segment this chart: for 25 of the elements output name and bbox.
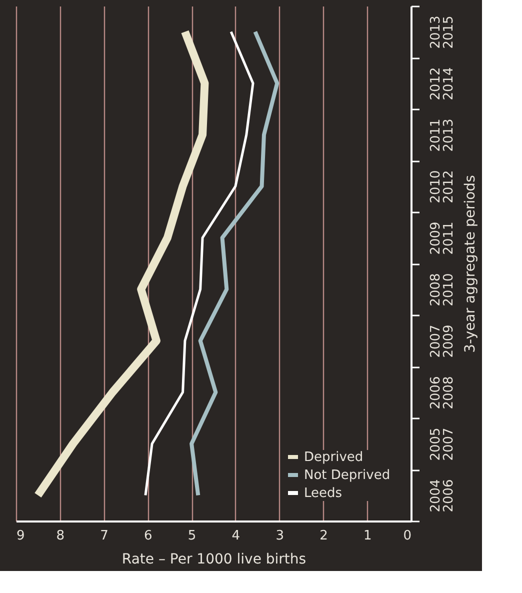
y-tick-label: 2008 2010	[428, 273, 456, 306]
y-tick-label: 2011 2013	[428, 118, 456, 152]
x-tick-label: 7	[100, 528, 108, 544]
x-tick-label: 5	[188, 528, 196, 544]
y-tick-label: 2010 2012	[428, 170, 456, 204]
x-axis-title: Rate – Per 1000 live births	[122, 552, 306, 568]
y-tick-label: 2005 2007	[428, 428, 456, 461]
legend-label: Leeds	[304, 486, 342, 501]
legend-label: Not Deprived	[304, 468, 390, 483]
x-tick-label: 3	[276, 528, 284, 544]
x-tick-label: 4	[232, 528, 240, 544]
y-tick-label: 2012 2014	[428, 67, 456, 100]
y-tick-label: 2009 2011	[428, 222, 456, 255]
x-tick-label: 6	[144, 528, 152, 544]
legend-label: Deprived	[304, 450, 364, 465]
x-tick-label: 9	[16, 528, 25, 544]
y-axis-title: 3-year aggregate periods	[462, 175, 478, 353]
y-tick-label: 2004 2006	[428, 479, 456, 512]
x-tick-label: 0	[403, 528, 412, 544]
y-tick-label: 2006 2008	[428, 376, 456, 410]
x-tick-label: 1	[363, 528, 372, 544]
y-tick-label: 2013 2015	[428, 16, 456, 49]
y-tick-label: 2007 2009	[428, 324, 456, 358]
x-tick-label: 8	[56, 528, 65, 544]
x-tick-label: 2	[320, 528, 328, 544]
